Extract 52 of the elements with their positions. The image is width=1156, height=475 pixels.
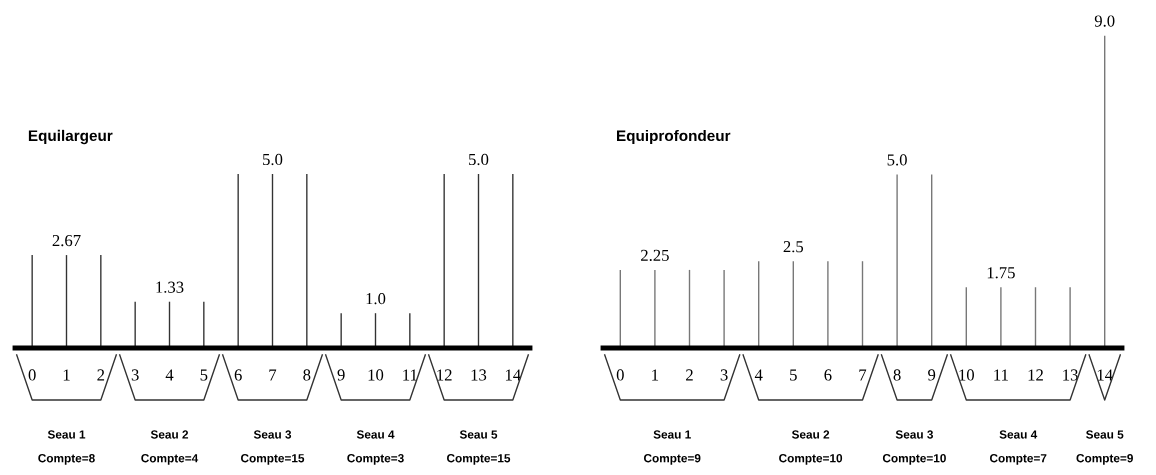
x-tick-label: 6	[824, 369, 832, 381]
data-label: 2.25	[641, 249, 669, 262]
x-tick-label: 14	[505, 369, 521, 381]
data-label: 1.0	[366, 293, 386, 305]
text: Seau 2 Compte=10	[779, 430, 843, 465]
text: Seau 5 Compte=9	[1076, 430, 1133, 465]
x-tick-label: 11	[403, 369, 417, 381]
chart-title: Equilargeur	[28, 129, 113, 145]
text: Seau 3 Compte=15	[241, 430, 305, 465]
x-tick-label: 7	[859, 369, 867, 381]
x-tick-label: 5	[200, 369, 208, 381]
text: Seau 1 Compte=8	[38, 430, 95, 465]
text: Seau 2 Compte=4	[141, 430, 199, 465]
x-tick-label: 2	[686, 369, 693, 381]
x-tick-label: 4	[165, 369, 174, 381]
data-label: 2.5	[783, 241, 804, 253]
text: Seau 5 Compte=15	[447, 430, 511, 465]
data-label: 9.0	[1094, 15, 1115, 27]
x-tick-label: 10	[959, 369, 974, 381]
x-tick-label: 9	[928, 369, 936, 381]
text: Seau 3 Compte=10	[882, 430, 946, 465]
data-label: 1.75	[987, 267, 1015, 279]
x-tick-label: 11	[994, 369, 1008, 381]
x-tick-label: 12	[437, 369, 452, 381]
data-label: 5.0	[887, 154, 907, 166]
text: Seau 1 Compte=9	[643, 430, 701, 465]
x-tick-label: 0	[28, 369, 36, 381]
x-tick-label: 8	[893, 369, 901, 381]
x-tick-label: 7	[269, 369, 277, 381]
x-tick-label: 1	[63, 369, 70, 381]
x-tick-label: 6	[234, 369, 242, 381]
x-tick-label: 3	[131, 369, 139, 381]
x-tick-label: 10	[368, 369, 384, 381]
x-tick-label: 14	[1097, 369, 1113, 381]
x-tick-label: 9	[337, 369, 345, 381]
data-label: 5.0	[263, 153, 283, 166]
x-tick-label: 0	[616, 369, 624, 381]
x-tick-label: 12	[1028, 369, 1043, 381]
data-label: 5.0	[469, 153, 489, 166]
x-tick-label: 5	[790, 369, 797, 381]
x-tick-label: 13	[1063, 369, 1078, 381]
x-tick-label: 3	[720, 369, 728, 381]
data-label: 2.67	[52, 234, 81, 247]
data-label: 1.33	[156, 281, 184, 293]
text: Seau 4 Compte=3	[347, 430, 404, 465]
x-tick-label: 2	[97, 369, 105, 381]
x-tick-label: 13	[471, 369, 487, 381]
x-tick-label: 4	[754, 369, 763, 381]
x-tick-label: 1	[652, 369, 659, 381]
text: Equiprofondeur	[617, 129, 731, 145]
x-tick-label: 8	[303, 369, 311, 381]
text: Seau 4 Compte=7	[989, 430, 1047, 465]
